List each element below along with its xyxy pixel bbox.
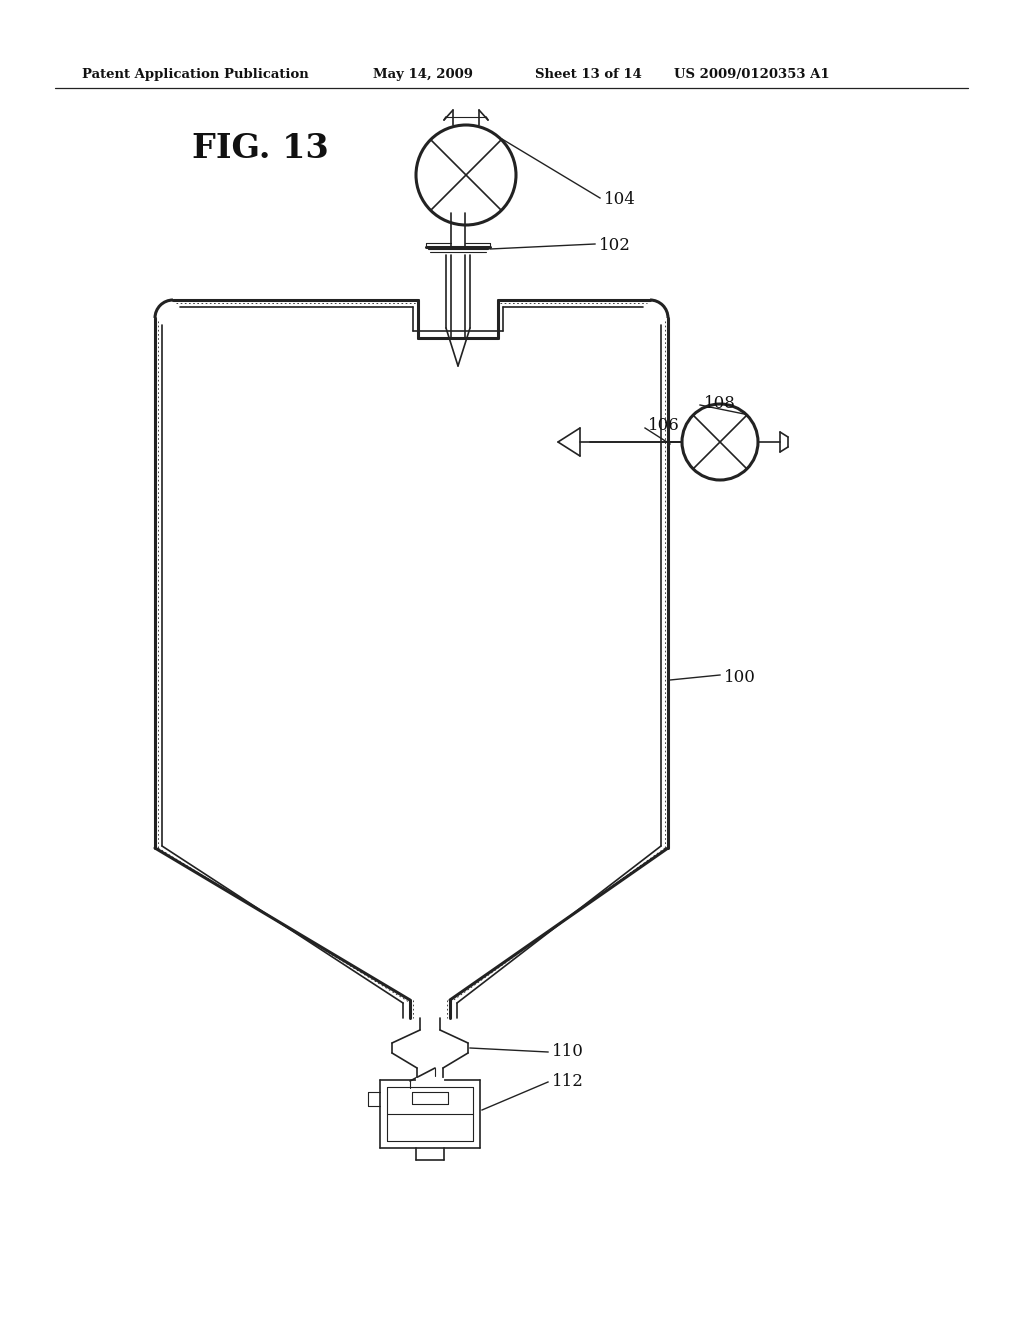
Text: May 14, 2009: May 14, 2009 [373,69,473,81]
Text: Patent Application Publication: Patent Application Publication [82,69,309,81]
Text: FIG. 13: FIG. 13 [193,132,329,165]
Text: 110: 110 [552,1044,584,1060]
Text: 112: 112 [552,1073,584,1090]
Text: 100: 100 [724,668,756,685]
Text: 104: 104 [604,191,636,209]
Text: 102: 102 [599,238,631,255]
Text: 108: 108 [705,395,736,412]
Text: US 2009/0120353 A1: US 2009/0120353 A1 [674,69,829,81]
Text: 106: 106 [648,417,680,433]
Text: Sheet 13 of 14: Sheet 13 of 14 [535,69,642,81]
